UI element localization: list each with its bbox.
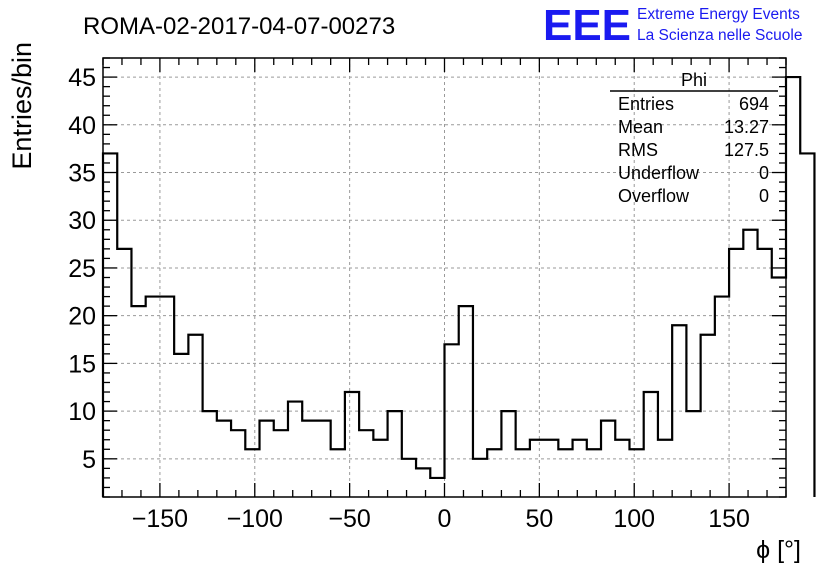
- histogram-bin: [686, 411, 700, 497]
- y-tick-label: 25: [68, 255, 96, 283]
- histogram-bin: [445, 344, 459, 497]
- histogram-bin: [288, 402, 302, 497]
- stats-value: 127.5: [724, 140, 769, 160]
- y-tick-label: 15: [68, 350, 96, 378]
- histogram-bin: [459, 306, 473, 497]
- y-tick-label: 35: [68, 160, 96, 188]
- eee-logo: EEE Extreme Energy Events La Scienza nel…: [543, 1, 802, 50]
- histogram-bin: [658, 440, 672, 497]
- histogram-bin: [800, 153, 814, 497]
- histogram-outline: [101, 75, 816, 497]
- stats-label: RMS: [618, 140, 658, 160]
- y-axis: 5 10 15 20 25 30 35 40 45: [68, 57, 786, 498]
- y-tick-label: 40: [68, 112, 96, 140]
- histogram-bin: [359, 430, 373, 497]
- histogram-bin: [729, 249, 743, 497]
- histogram-bin: [530, 440, 544, 497]
- x-tick-label: −150: [132, 505, 188, 533]
- histogram-bin: [516, 449, 530, 497]
- histogram-bin: [573, 440, 587, 497]
- histogram-bin: [160, 297, 174, 497]
- histogram-bin: [558, 449, 572, 497]
- stats-box: Phi Entries 694 Mean 13.27 RMS 127.5 Underflow…: [610, 70, 778, 206]
- y-axis-title: Entries/bin: [7, 42, 37, 170]
- chart-title: ROMA-02-2017-04-07-00273: [83, 13, 395, 40]
- logo-mark: EEE: [543, 1, 631, 50]
- y-tick-label: 10: [68, 398, 96, 426]
- histogram-bin: [544, 440, 558, 497]
- histogram-bin: [345, 392, 359, 497]
- x-tick-label: −100: [227, 505, 283, 533]
- histogram-series: [101, 75, 816, 498]
- histogram-bin: [715, 297, 729, 497]
- y-tick-label: 5: [82, 446, 96, 474]
- stats-label: Mean: [618, 117, 663, 137]
- stats-label: Underflow: [618, 163, 700, 183]
- x-tick-label: 100: [613, 505, 655, 533]
- histogram-bin: [373, 440, 387, 497]
- histogram-bin: [131, 306, 145, 497]
- histogram-bin: [245, 449, 259, 497]
- histogram-bin: [644, 392, 658, 497]
- histogram-bin: [501, 411, 515, 497]
- grid-lines: [103, 58, 786, 497]
- y-tick-label: 45: [68, 64, 96, 92]
- histogram-bin: [758, 249, 772, 497]
- histogram-bin: [203, 411, 217, 497]
- histogram-bin: [587, 449, 601, 497]
- stats-label: Overflow: [618, 186, 690, 206]
- histogram-bin: [416, 468, 430, 497]
- histogram-bin: [231, 430, 245, 497]
- x-tick-label: 150: [708, 505, 750, 533]
- histogram-bin: [473, 459, 487, 497]
- x-tick-label: 50: [525, 505, 553, 533]
- x-tick-label: 0: [438, 505, 452, 533]
- histogram-bin: [388, 411, 402, 497]
- stats-title: Phi: [681, 70, 707, 90]
- x-axis: −150 −100 −50 0 50 100 150: [102, 58, 787, 533]
- stats-value: 13.27: [724, 117, 769, 137]
- histogram-bin: [174, 354, 188, 497]
- histogram-bin: [430, 478, 444, 497]
- histogram-bin: [274, 430, 288, 497]
- histogram-bin: [117, 249, 131, 497]
- histogram-bin: [188, 335, 202, 497]
- histogram-bin: [786, 77, 800, 497]
- y-tick-label: 20: [68, 303, 96, 331]
- stats-value: 694: [739, 94, 769, 114]
- y-tick-label: 30: [68, 207, 96, 235]
- histogram-bin: [772, 278, 786, 498]
- stats-value: 0: [759, 186, 769, 206]
- histogram-bin: [146, 297, 160, 497]
- logo-line2: La Scienza nelle Scuole: [637, 27, 802, 44]
- histogram-bin: [701, 335, 715, 497]
- histogram-bin: [615, 440, 629, 497]
- histogram-bin: [629, 449, 643, 497]
- histogram-bin: [316, 421, 330, 497]
- histogram-bin: [331, 449, 345, 497]
- histogram-bin: [402, 459, 416, 497]
- x-axis-title: ϕ [°]: [756, 536, 801, 564]
- stats-rows: Entries 694 Mean 13.27 RMS 127.5 Underflow 0 Ove…: [618, 94, 769, 206]
- histogram-bin: [487, 449, 501, 497]
- stats-label: Entries: [618, 94, 674, 114]
- x-tick-label: −50: [328, 505, 370, 533]
- logo-line1: Extreme Energy Events: [637, 6, 800, 23]
- stats-value: 0: [759, 163, 769, 183]
